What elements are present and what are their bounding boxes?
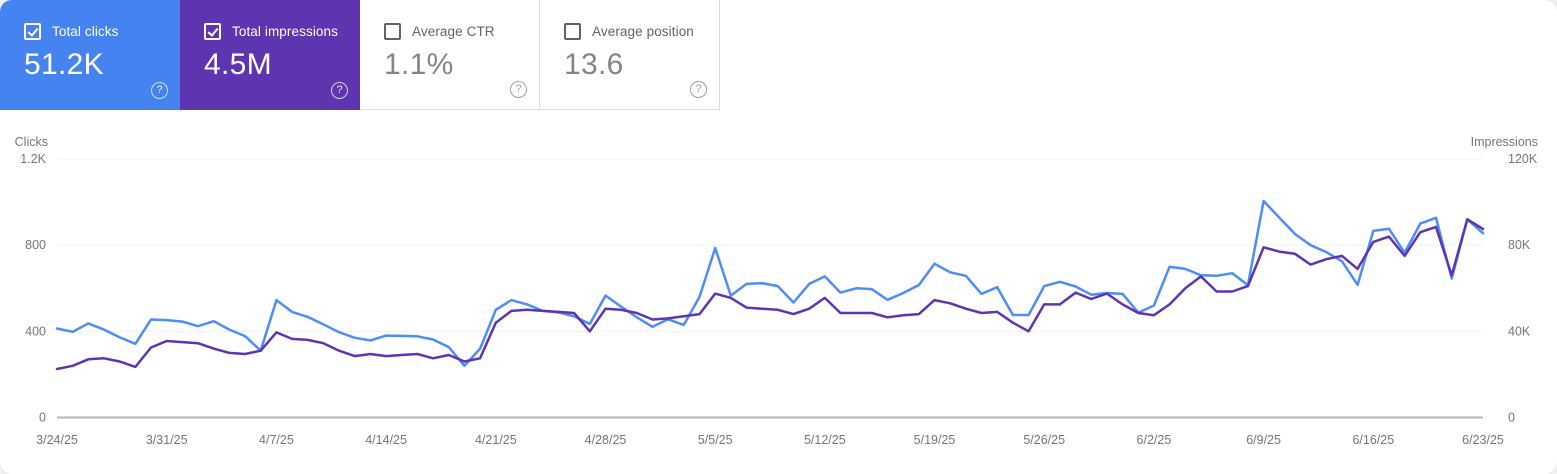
card-header: Average CTR — [384, 23, 539, 40]
x-axis-tick: 4/21/25 — [475, 433, 517, 447]
card-label: Average CTR — [412, 24, 495, 39]
x-axis-tick: 5/5/25 — [698, 433, 733, 447]
x-axis-tick: 6/23/25 — [1462, 433, 1504, 447]
average-ctr-checkbox[interactable] — [384, 23, 401, 40]
help-icon[interactable] — [690, 81, 707, 98]
clicks-line — [55, 199, 1485, 368]
card-label: Total impressions — [232, 24, 338, 39]
card-header: Total impressions — [204, 23, 360, 40]
left-axis-tick: 0 — [39, 411, 46, 425]
x-axis-tick: 3/24/25 — [36, 433, 78, 447]
card-label: Total clicks — [52, 24, 119, 39]
card-value: 1.1% — [384, 48, 454, 81]
x-axis-tick: 5/12/25 — [804, 433, 846, 447]
card-label: Average position — [592, 24, 694, 39]
x-axis-tick: 4/28/25 — [585, 433, 627, 447]
total-clicks-checkbox[interactable] — [24, 23, 41, 40]
metric-cards-row: Total clicks 51.2K Total impressions 4.5… — [0, 0, 720, 110]
card-total-impressions[interactable]: Total impressions 4.5M — [180, 0, 360, 110]
card-average-ctr[interactable]: Average CTR 1.1% — [360, 0, 540, 110]
help-icon[interactable] — [151, 82, 168, 99]
x-axis-tick: 6/2/25 — [1137, 433, 1172, 447]
left-axis-title: Clicks — [15, 135, 48, 149]
card-total-clicks[interactable]: Total clicks 51.2K — [0, 0, 180, 110]
total-impressions-checkbox[interactable] — [204, 23, 221, 40]
x-axis-tick: 5/26/25 — [1023, 433, 1065, 447]
card-header: Average position — [564, 23, 719, 40]
left-axis-tick: 400 — [25, 324, 46, 338]
left-axis-tick: 800 — [25, 238, 46, 252]
impressions-line — [55, 218, 1485, 371]
help-icon[interactable] — [331, 82, 348, 99]
card-average-position[interactable]: Average position 13.6 — [540, 0, 720, 110]
x-axis-tick: 4/7/25 — [259, 433, 294, 447]
x-axis-tick: 3/31/25 — [146, 433, 188, 447]
card-value: 13.6 — [564, 48, 624, 81]
x-axis-tick: 5/19/25 — [914, 433, 956, 447]
card-value: 51.2K — [24, 48, 104, 81]
left-axis-tick: 1.2K — [20, 152, 46, 166]
average-position-checkbox[interactable] — [564, 23, 581, 40]
x-axis-tick: 6/9/25 — [1246, 433, 1281, 447]
help-icon[interactable] — [510, 81, 527, 98]
x-axis-tick: 6/16/25 — [1352, 433, 1394, 447]
x-axis-tick: 4/14/25 — [365, 433, 407, 447]
card-header: Total clicks — [24, 23, 180, 40]
right-axis-tick: 0 — [1508, 411, 1515, 425]
right-axis-tick: 40K — [1508, 324, 1531, 338]
card-value: 4.5M — [204, 48, 272, 81]
right-axis-title: Impressions — [1471, 135, 1538, 149]
right-axis-tick: 80K — [1508, 238, 1531, 252]
right-axis-tick: 120K — [1508, 152, 1538, 166]
